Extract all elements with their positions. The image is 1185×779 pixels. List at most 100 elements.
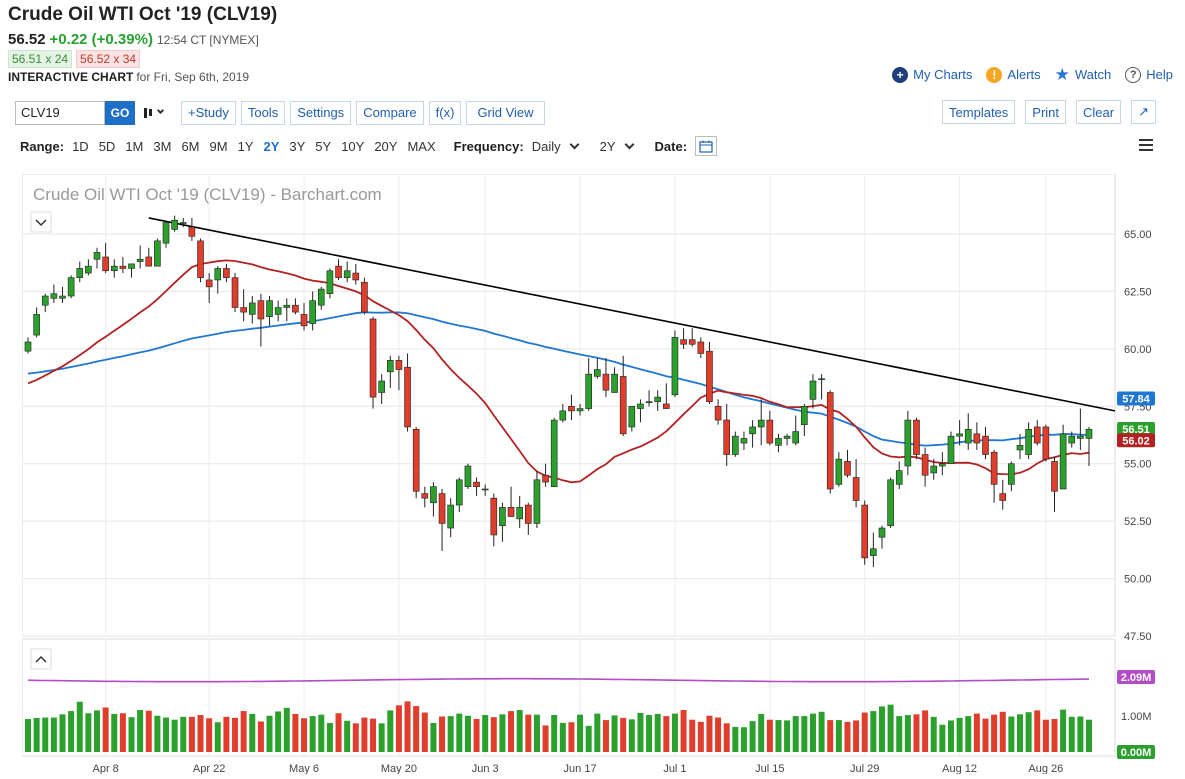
volume-bar [628, 719, 635, 752]
volume-bar [1042, 719, 1049, 752]
expand-button[interactable]: ↗ [1131, 100, 1156, 124]
range-10y[interactable]: 10Y [341, 138, 365, 154]
menu-icon[interactable] [1139, 139, 1153, 154]
candle-body [456, 479, 463, 506]
candle-body [818, 378, 825, 381]
candle-body [783, 435, 791, 439]
watch-link[interactable]: ★ Watch [1055, 66, 1112, 83]
candle-body [59, 295, 66, 299]
range-3m[interactable]: 3M [153, 138, 172, 154]
y-tick-label: 52.50 [1124, 516, 1152, 528]
fx-button[interactable]: f(x) [428, 100, 462, 125]
volume-bar [792, 716, 799, 752]
range-1m[interactable]: 1M [125, 138, 144, 154]
candle-body [1059, 433, 1067, 490]
candle-body [128, 263, 135, 269]
range-5y[interactable]: 5Y [315, 138, 332, 154]
volume-bar [171, 719, 178, 752]
range-5d[interactable]: 5D [98, 138, 116, 154]
volume-bar [68, 711, 75, 752]
range-3y[interactable]: 3Y [289, 138, 306, 154]
volume-bar [611, 715, 618, 752]
chart-toolbar: GO +Study Tools Settings Compare f(x) Gr… [15, 100, 550, 125]
my-charts-link[interactable]: + My Charts [892, 66, 972, 83]
candle-body [878, 527, 886, 538]
chevron-down-icon [569, 139, 580, 149]
range-20y[interactable]: 20Y [374, 138, 398, 154]
candle-body [421, 493, 429, 499]
ma-short-line [27, 259, 1090, 484]
help-link[interactable]: ? Help [1125, 66, 1173, 83]
quote-header: Crude Oil WTI Oct '19 (CLV19) 56.52 +0.22… [8, 4, 1185, 96]
chart-type-selector[interactable] [135, 106, 171, 118]
candle-body [757, 419, 765, 428]
volume-bar [232, 717, 239, 752]
x-tick-label: Jun 17 [564, 763, 597, 774]
volume-tag-label: 0.00M [1121, 747, 1152, 759]
candles [24, 215, 1093, 568]
candle-body [317, 288, 325, 306]
volume-bar [464, 715, 471, 752]
volume-bar [137, 710, 144, 752]
go-button[interactable]: GO [105, 100, 135, 125]
volume-bar [50, 717, 57, 752]
candle-body [654, 396, 661, 402]
tools-button[interactable]: Tools [240, 100, 286, 125]
candle-body [964, 428, 972, 444]
candle-body [516, 507, 523, 520]
volume-bar [1060, 709, 1067, 752]
candle-body [895, 470, 903, 485]
volume-bar [25, 718, 31, 752]
price-tag [1117, 391, 1155, 406]
candle-body [162, 222, 170, 244]
frequency-select[interactable]: Daily [532, 139, 580, 154]
range-1d[interactable]: 1D [72, 138, 89, 154]
alert-icon: ! [986, 66, 1003, 83]
period-select[interactable]: 2Y [600, 139, 634, 154]
candle-body [844, 461, 851, 476]
volume-tag [1117, 745, 1155, 759]
symbol-input[interactable] [15, 100, 105, 125]
volume-bar [1025, 712, 1032, 752]
range-1y[interactable]: 1Y [237, 138, 254, 154]
candle-body [645, 401, 653, 403]
range-2y[interactable]: 2Y [263, 138, 280, 154]
volume-bar [197, 715, 204, 752]
print-button[interactable]: Print [1025, 100, 1067, 124]
study-button[interactable]: +Study [181, 100, 236, 125]
candle-body [24, 341, 32, 352]
candle-body [464, 465, 472, 487]
volume-bar [370, 718, 377, 752]
range-max[interactable]: MAX [407, 138, 436, 154]
clear-button[interactable]: Clear [1076, 100, 1122, 124]
calendar-icon[interactable] [695, 136, 718, 156]
trendline [148, 217, 1116, 412]
volume-bar [335, 713, 342, 752]
chevron-down-icon [156, 106, 164, 115]
volume-bar [508, 711, 515, 752]
help-icon: ? [1125, 66, 1142, 83]
volume-bar [456, 713, 463, 752]
price-tag-label: 56.51 [1122, 424, 1150, 436]
price-chart[interactable]: Crude Oil WTI Oct '19 (CLV19) - Barchart… [21, 173, 1172, 775]
volume-bar [870, 711, 877, 752]
grid-view-button[interactable]: Grid View [466, 100, 545, 125]
candle-body [257, 300, 265, 320]
candle-body [835, 458, 843, 485]
candle-body [361, 281, 368, 313]
range-6m[interactable]: 6M [181, 138, 200, 154]
collapse-price-button[interactable] [30, 211, 52, 233]
candle-body [438, 493, 446, 524]
alerts-link[interactable]: ! Alerts [986, 66, 1041, 83]
volume-bar [844, 721, 851, 752]
volume-bar [352, 723, 359, 752]
chart-area[interactable]: Crude Oil WTI Oct '19 (CLV19) - Barchart… [21, 173, 1172, 775]
volume-bar [473, 718, 480, 752]
compare-button[interactable]: Compare [356, 100, 424, 125]
templates-button[interactable]: Templates [942, 100, 1016, 124]
volume-bar [395, 705, 402, 752]
collapse-volume-button[interactable] [30, 648, 52, 670]
candle-body [930, 465, 938, 474]
settings-button[interactable]: Settings [290, 100, 352, 125]
range-9m[interactable]: 9M [209, 138, 228, 154]
